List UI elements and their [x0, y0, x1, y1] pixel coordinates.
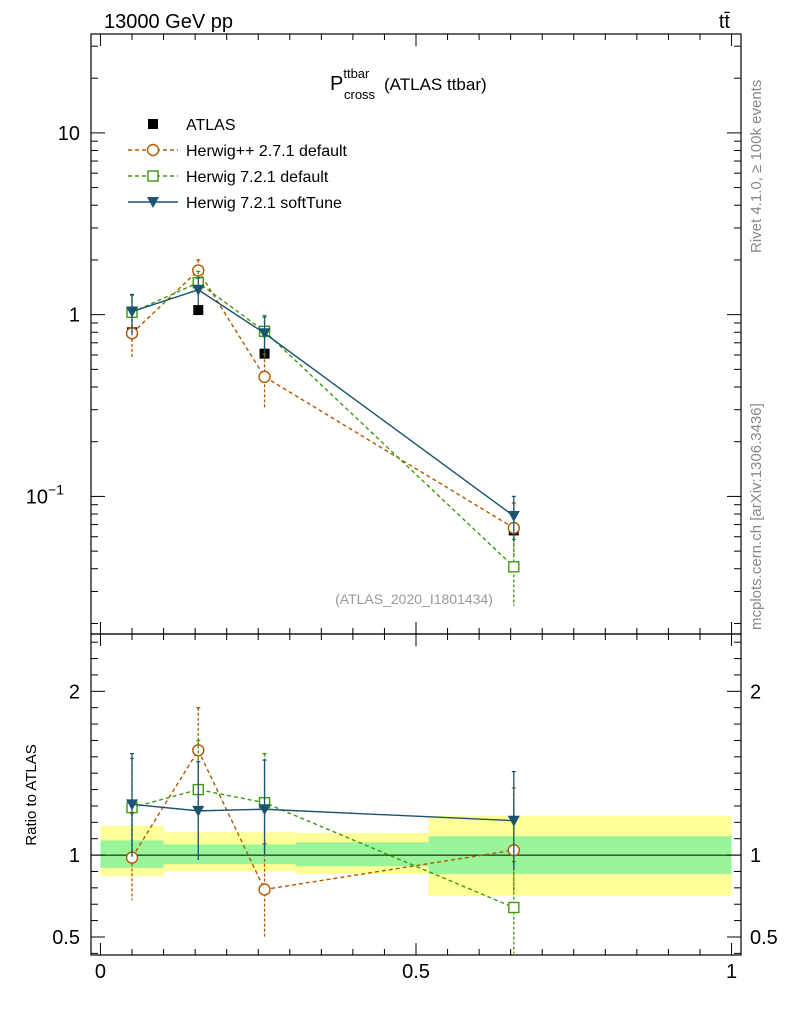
ratio-series-2-line: [131, 803, 514, 822]
inner-band-bin-2: [296, 842, 429, 867]
main-series-1-line: [131, 281, 515, 568]
main-y-tick-label-1: 1: [69, 305, 80, 327]
legend-marker-herwig7-softtune: [147, 197, 159, 208]
ratio-y-tick-label-right-2: 0.5: [750, 927, 778, 949]
main-y-tick-label-base-2: 10: [26, 486, 48, 508]
title-main: P: [330, 73, 343, 95]
ratio-y-tick-label-left-1: 1: [69, 845, 80, 867]
energy-label: 13000 GeV pp: [104, 11, 233, 33]
main-series-2-point-1: [192, 284, 205, 296]
ratio-frame: [90, 633, 742, 956]
main-series-1-point-3: [508, 561, 520, 573]
ratio-series-2: [126, 752, 520, 870]
main-series-0-point-1: [192, 264, 205, 277]
ratio-y-axis-ticks: 2 2 1 1 0.5 0.5: [52, 641, 778, 954]
main-y-tick-label-2: 10−1: [26, 481, 64, 508]
legend-label-herwigpp: Herwig++ 2.7.1 default: [186, 143, 348, 160]
plot-title: Pttbar cross (ATLAS ttbar): [330, 66, 487, 102]
ratio-panel: 0 0.5 12 21 10.5 0.5: [52, 34, 778, 983]
data-uncertainty-bands: [100, 815, 732, 897]
ratio-series-0-line: [131, 748, 514, 891]
main-y-tick-label-exp-2: −1: [48, 481, 64, 497]
title-superscript: ttbar: [343, 66, 370, 81]
main-series-0: [125, 259, 521, 557]
ratio-y-tick-label-left-2: 0.5: [52, 927, 80, 949]
inner-band-bin-1: [163, 844, 297, 865]
main-y-tick-label-base-0: 10: [58, 123, 80, 145]
analysis-tag: (ATLAS_2020_I1801434): [335, 591, 493, 607]
x-axis-ticks: 0 0.5 1: [95, 34, 737, 983]
legend-marker-herwigpp: [146, 143, 160, 157]
title-subscript: cross: [344, 87, 376, 102]
title-suffix: (ATLAS ttbar): [384, 75, 487, 94]
ratio-series-2-point-2: [258, 804, 271, 816]
legend-marker-atlas: [148, 119, 158, 129]
ratio-series-0-point-2: [258, 883, 271, 896]
x-tick-label-1: 0.5: [402, 961, 430, 983]
ratio-series-2-point-1: [192, 805, 205, 817]
atlas-point-1: [193, 305, 204, 316]
rivet-label: Rivet 4.1.0, ≥ 100k events: [748, 80, 765, 253]
main-series-2-line: [131, 289, 515, 517]
atlas-data-points: [127, 305, 519, 536]
main-series-0-point-2: [258, 370, 271, 384]
legend-label-atlas: ATLAS: [186, 117, 236, 134]
x-tick-label-0: 0: [95, 961, 106, 983]
legend-marker-herwig7-default: [147, 170, 159, 182]
ratio-y-tick-label-right-1: 1: [750, 845, 761, 867]
ratio-series-1-point-3: [508, 901, 520, 914]
main-series-2-point-2: [258, 328, 271, 340]
main-series-1: [126, 270, 520, 606]
legend: ATLAS Herwig++ 2.7.1 default Herwig 7.2.…: [128, 117, 348, 212]
main-series-2-point-3: [507, 511, 520, 523]
legend-label-herwig7-default: Herwig 7.2.1 default: [186, 169, 329, 186]
ratio-series-2-point-3: [507, 815, 520, 827]
ratio-y-axis-label: Ratio to ATLAS: [23, 744, 40, 845]
ratio-series-2-point-0: [126, 799, 139, 811]
legend-label-herwig7-softtune: Herwig 7.2.1 softTune: [186, 195, 342, 212]
ratio-y-tick-label-left-0: 2: [69, 681, 80, 703]
main-series-2-point-0: [126, 306, 139, 318]
ratio-y-tick-label-right-0: 2: [750, 681, 761, 703]
main-y-tick-label-base-1: 1: [69, 305, 80, 327]
process-label: tt̄: [719, 11, 731, 33]
main-series-0-line: [131, 269, 515, 529]
mcplots-label: mcplots.cern.ch [arXiv:1306.3436]: [748, 403, 765, 630]
main-series-2: [126, 277, 520, 543]
x-tick-label-2: 1: [726, 961, 737, 983]
main-y-tick-label-0: 10: [58, 123, 80, 145]
